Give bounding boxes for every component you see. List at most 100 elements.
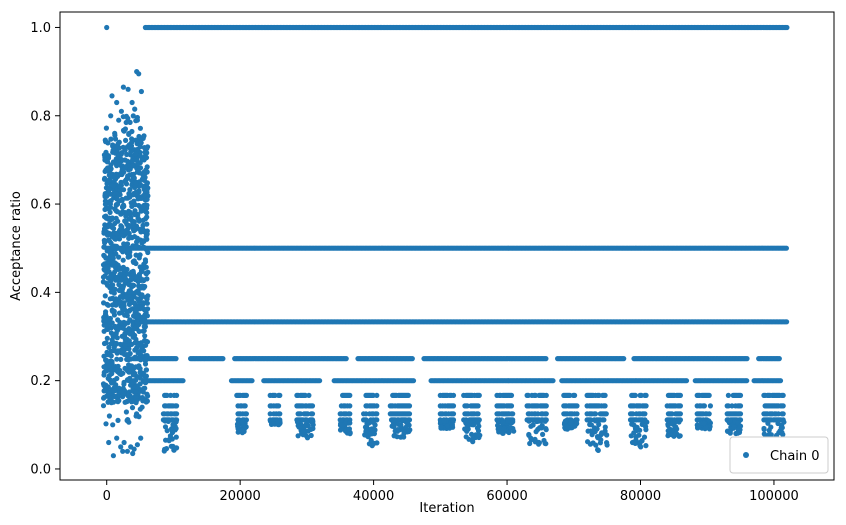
data-point — [463, 426, 469, 432]
x-tick-label: 20000 — [219, 489, 260, 504]
data-point — [505, 418, 511, 424]
data-point — [105, 216, 111, 222]
data-point — [141, 176, 147, 183]
data-point — [139, 304, 145, 310]
data-point — [143, 373, 149, 379]
data-point — [170, 422, 176, 428]
y-tick-label: 0.4 — [30, 286, 51, 301]
data-point — [137, 135, 143, 141]
data-point — [144, 236, 150, 242]
data-point — [101, 237, 107, 243]
data-point — [108, 278, 114, 284]
data-point — [174, 403, 180, 409]
data-point — [141, 385, 147, 392]
data-point — [107, 352, 113, 358]
data-point — [602, 424, 608, 430]
data-point — [366, 420, 372, 426]
data-point — [126, 235, 132, 241]
data-point — [409, 356, 415, 362]
data-point — [110, 183, 116, 189]
data-point — [145, 393, 151, 399]
data-point — [101, 317, 107, 323]
data-point — [239, 427, 245, 433]
data-point — [115, 201, 121, 207]
data-point — [629, 421, 635, 427]
data-point — [133, 336, 139, 342]
data-point — [110, 308, 116, 314]
data-point — [133, 180, 139, 186]
data-point — [120, 448, 126, 454]
data-point — [510, 411, 516, 417]
data-point — [143, 167, 149, 173]
data-point — [120, 347, 126, 353]
y-axis-label: Acceptance ratio — [9, 191, 24, 301]
data-point — [669, 411, 675, 417]
data-point — [406, 411, 413, 417]
data-point — [136, 255, 142, 261]
data-point — [395, 421, 402, 427]
data-point — [100, 403, 107, 409]
data-point — [501, 425, 507, 431]
data-point — [535, 411, 541, 417]
data-point — [137, 366, 143, 372]
data-point — [113, 367, 119, 373]
data-point — [120, 167, 126, 173]
data-point — [300, 429, 307, 435]
data-point — [108, 325, 114, 331]
data-point — [139, 292, 145, 298]
data-point — [638, 392, 644, 398]
data-point — [133, 274, 139, 280]
data-point — [144, 353, 150, 359]
data-point — [677, 433, 683, 439]
data-point — [390, 422, 397, 428]
data-point — [123, 195, 129, 201]
data-point — [643, 392, 649, 398]
data-point — [128, 245, 134, 251]
data-point — [118, 108, 124, 114]
data-point — [109, 216, 116, 222]
data-point — [707, 403, 714, 409]
data-point — [142, 357, 148, 363]
data-point — [761, 425, 767, 432]
data-point — [110, 147, 116, 153]
data-point — [122, 218, 128, 224]
data-point — [106, 187, 112, 193]
data-point — [105, 224, 111, 230]
data-points — [100, 24, 790, 459]
data-point — [525, 392, 531, 398]
data-point — [405, 419, 411, 425]
data-point — [130, 379, 136, 385]
data-point — [109, 224, 115, 230]
data-point — [696, 424, 702, 430]
data-point — [108, 273, 114, 280]
data-point — [128, 395, 134, 401]
data-point — [632, 440, 638, 446]
data-point — [406, 428, 412, 435]
data-point — [139, 240, 145, 246]
data-point — [672, 419, 678, 425]
data-point — [639, 438, 645, 444]
data-point — [543, 426, 549, 432]
data-point — [784, 319, 790, 325]
data-point — [137, 375, 143, 381]
data-point — [134, 117, 140, 123]
data-point — [744, 378, 750, 384]
data-point — [130, 113, 136, 119]
data-point — [112, 130, 118, 136]
data-point — [363, 411, 369, 417]
data-point — [143, 399, 149, 405]
data-point — [305, 411, 311, 417]
data-point — [128, 276, 135, 282]
data-point — [370, 392, 376, 398]
data-point — [405, 392, 411, 398]
data-point — [317, 378, 323, 384]
data-point — [540, 431, 546, 437]
data-point — [134, 345, 140, 351]
data-point — [395, 427, 401, 433]
data-point — [374, 392, 380, 398]
data-point — [595, 447, 601, 453]
data-point — [123, 294, 129, 300]
data-point — [677, 411, 684, 417]
data-point — [568, 420, 574, 426]
data-point — [643, 403, 649, 409]
